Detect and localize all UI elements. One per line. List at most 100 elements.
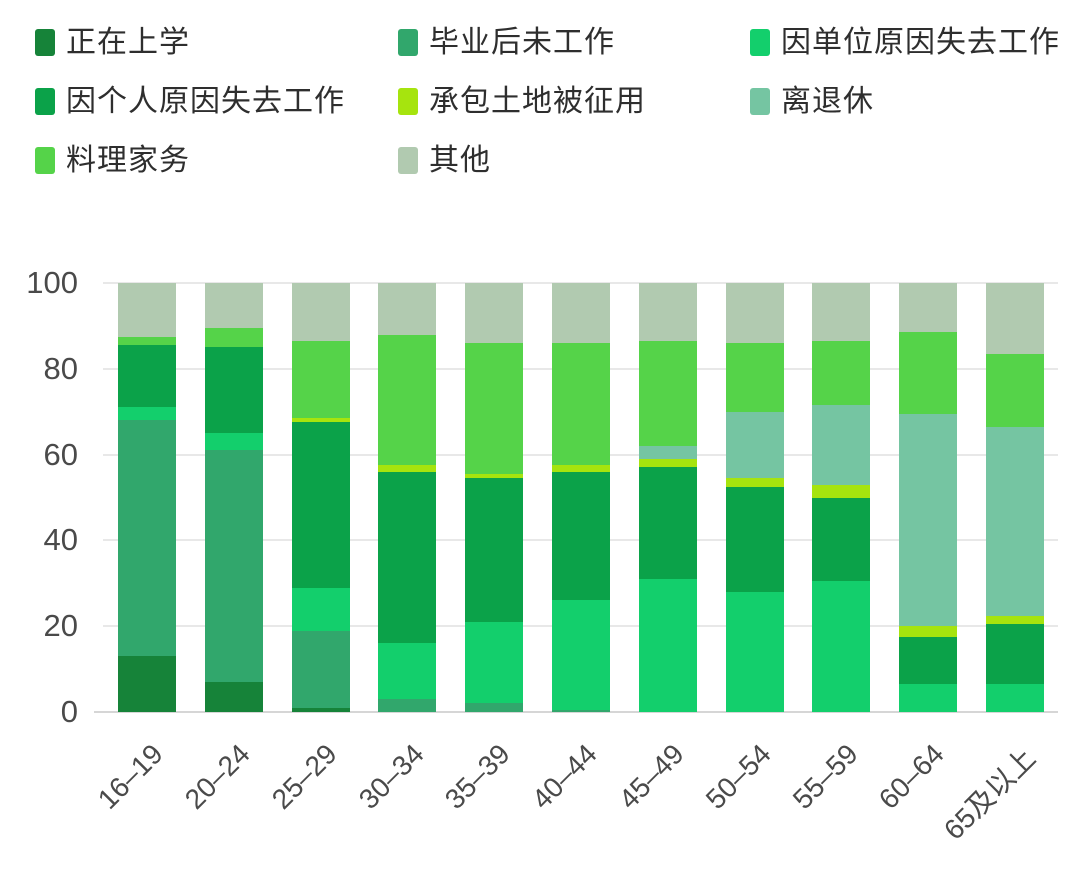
bar-segment	[812, 484, 871, 498]
x-tick-label: 45–49	[612, 738, 690, 815]
y-tick-label: 40	[43, 522, 78, 558]
bar-segment	[985, 283, 1044, 354]
legend-swatch-icon	[750, 88, 770, 115]
bar-segment	[378, 699, 437, 712]
y-tick-label: 0	[60, 694, 78, 729]
bar-segment	[291, 630, 350, 708]
bar-segment	[378, 465, 437, 472]
x-tick-label: 16–19	[91, 738, 169, 815]
legend-label: 因单位原因失去工作	[781, 26, 1060, 59]
legend-item: 毕业后未工作	[398, 26, 750, 59]
bar-segment	[638, 340, 697, 447]
x-tick-label: 20–24	[178, 738, 256, 815]
y-tick-label: 100	[26, 265, 78, 300]
bar-segment	[899, 684, 958, 712]
x-tick-label: 40–44	[525, 738, 603, 815]
y-tick-label: 60	[43, 436, 78, 472]
x-tick-slot: 45–49	[613, 736, 697, 886]
bar-column	[291, 283, 350, 712]
bar-column	[725, 283, 784, 712]
bar-column	[465, 283, 524, 712]
bar-segment	[985, 353, 1044, 427]
bar-segment	[812, 340, 871, 406]
legend-label: 毕业后未工作	[429, 26, 615, 59]
bar-segment	[899, 626, 958, 637]
x-tick-label: 30–34	[352, 738, 430, 815]
bar-segment	[551, 471, 610, 601]
bar-column	[551, 283, 610, 712]
bar-column	[378, 283, 437, 712]
bar-segment	[725, 343, 784, 412]
bar-segment	[204, 283, 263, 329]
bars-container	[118, 283, 1044, 712]
bar-segment	[465, 478, 524, 622]
legend-label: 其他	[429, 144, 491, 177]
x-tick-slot: 55–59	[786, 736, 870, 886]
bar-segment	[899, 283, 958, 333]
legend-label: 离退休	[781, 85, 874, 118]
bar-column	[638, 283, 697, 712]
bar-segment	[465, 343, 524, 474]
legend-swatch-icon	[398, 29, 418, 56]
bar-segment	[551, 283, 610, 344]
legend-swatch-icon	[35, 147, 55, 174]
bar-segment	[812, 497, 871, 582]
legend-swatch-icon	[398, 88, 418, 115]
bar-column	[899, 283, 958, 712]
legend-swatch-icon	[750, 29, 770, 56]
bar-segment	[899, 413, 958, 627]
bar-segment	[378, 471, 437, 644]
bar-segment	[291, 707, 350, 712]
plot-area	[94, 282, 1058, 713]
bar-segment	[551, 343, 610, 466]
bar-column	[204, 283, 263, 712]
gridline	[103, 282, 1058, 284]
bar-segment	[465, 473, 524, 479]
x-tick-label: 25–29	[265, 738, 343, 815]
x-tick-slot: 50–54	[700, 736, 784, 886]
legend-item: 离退休	[750, 85, 1060, 118]
bar-segment	[291, 418, 350, 423]
x-axis: 16–19 20–24 25–29 30–34 35–39 40–44 45–49 50–54…	[92, 736, 1044, 886]
stacked-bar-chart: 0 20 40 60 80 100 16–19 20–24 25–29 30–34 35–39 40…	[0, 265, 1080, 886]
bar-segment	[291, 587, 350, 631]
bar-segment	[899, 636, 958, 685]
bar-segment	[985, 426, 1044, 616]
bar-segment	[118, 656, 176, 712]
legend-swatch-icon	[35, 88, 55, 115]
legend-swatch-icon	[35, 29, 55, 56]
legend-item: 因个人原因失去工作	[35, 85, 398, 118]
legend-label: 正在上学	[66, 26, 190, 59]
bar-segment	[204, 433, 263, 451]
legend-item: 其他	[398, 144, 750, 177]
x-tick-slot: 35–39	[439, 736, 523, 886]
y-tick-label: 20	[43, 608, 78, 644]
bar-segment	[985, 624, 1044, 685]
bar-segment	[551, 600, 610, 710]
bar-segment	[291, 422, 350, 588]
bar-segment	[725, 283, 784, 344]
bar-segment	[899, 332, 958, 414]
bar-segment	[118, 336, 176, 346]
bar-segment	[725, 486, 784, 592]
x-tick-slot: 25–29	[266, 736, 350, 886]
bar-segment	[378, 643, 437, 700]
bar-segment	[291, 340, 350, 419]
bar-column	[812, 283, 871, 712]
legend-item: 料理家务	[35, 144, 398, 177]
bar-segment	[118, 345, 176, 408]
bar-segment	[812, 405, 871, 485]
x-tick-label: 50–54	[699, 738, 777, 815]
bar-segment	[985, 615, 1044, 625]
bar-segment	[638, 579, 697, 712]
bar-segment	[725, 591, 784, 712]
legend-item: 承包土地被征用	[398, 85, 750, 118]
bar-segment	[551, 465, 610, 472]
legend-label: 因个人原因失去工作	[66, 85, 345, 118]
bar-column	[985, 283, 1044, 712]
bar-segment	[725, 478, 784, 487]
bar-segment	[118, 420, 176, 657]
bar-segment	[118, 283, 176, 337]
bar-segment	[725, 411, 784, 479]
